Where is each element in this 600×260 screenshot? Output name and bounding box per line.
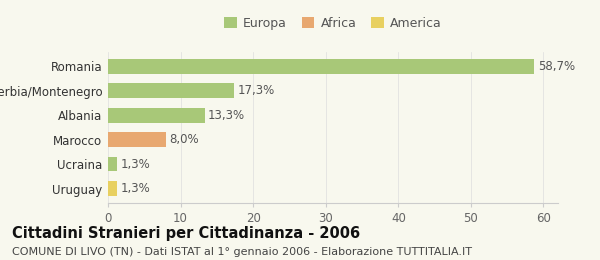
Bar	[108, 132, 166, 147]
Text: 58,7%: 58,7%	[538, 60, 575, 73]
Text: 1,3%: 1,3%	[121, 158, 151, 171]
Bar	[108, 108, 205, 122]
Bar	[108, 59, 534, 74]
Text: Cittadini Stranieri per Cittadinanza - 2006: Cittadini Stranieri per Cittadinanza - 2…	[12, 226, 360, 241]
Bar	[108, 157, 118, 171]
Legend: Europa, Africa, America: Europa, Africa, America	[220, 13, 446, 34]
Text: COMUNE DI LIVO (TN) - Dati ISTAT al 1° gennaio 2006 - Elaborazione TUTTITALIA.IT: COMUNE DI LIVO (TN) - Dati ISTAT al 1° g…	[12, 247, 472, 257]
Bar	[108, 181, 118, 196]
Text: 13,3%: 13,3%	[208, 109, 245, 122]
Text: 17,3%: 17,3%	[237, 84, 274, 97]
Bar	[108, 83, 233, 98]
Text: 1,3%: 1,3%	[121, 182, 151, 195]
Text: 8,0%: 8,0%	[170, 133, 199, 146]
